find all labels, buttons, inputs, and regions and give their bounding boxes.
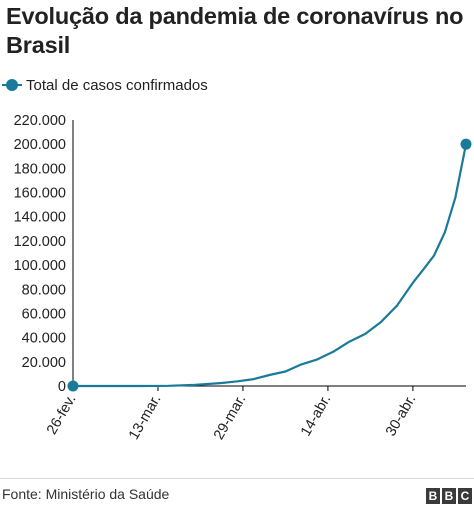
y-tick-label: 60.000 [22, 306, 66, 322]
plot-area [67, 138, 472, 392]
legend-label: Total de casos confirmados [26, 76, 208, 94]
y-tick-label: 100.000 [14, 258, 66, 274]
y-tick-label: 200.000 [14, 137, 66, 153]
logo-letter: C [458, 488, 472, 504]
y-tick-label: 20.000 [22, 355, 66, 371]
y-tick-label: 140.000 [14, 210, 66, 226]
footer-divider [0, 478, 474, 479]
y-tick-label: 160.000 [14, 186, 66, 202]
data-point [67, 380, 79, 392]
bbc-logo: B B C [426, 488, 472, 504]
y-axis: 0 20.000 40.000 60.000 80.000 100.000 120.000 1… [14, 113, 74, 395]
legend: Total de casos confirmados [2, 75, 208, 95]
x-tick-label: 13-mar. [126, 392, 164, 443]
logo-letter: B [426, 488, 440, 504]
x-tick-label: 14-abr. [298, 392, 334, 439]
x-tick-label: 30-abr. [383, 392, 419, 439]
line-chart: 0 20.000 40.000 60.000 80.000 100.000 120.000 1… [14, 113, 472, 443]
y-tick-label: 120.000 [14, 234, 66, 250]
y-tick-label: 0 [58, 379, 66, 395]
series-line [71, 143, 468, 388]
legend-marker-icon [2, 75, 22, 95]
source-note: Fonte: Ministério da Saúde [2, 486, 170, 502]
y-tick-label: 80.000 [22, 282, 66, 298]
y-tick-label: 220.000 [14, 113, 66, 129]
logo-letter: B [442, 488, 456, 504]
x-axis: 26-fev. 13-mar. 29-mar. 14-abr. 30-abr. [44, 385, 466, 443]
x-tick-label: 29-mar. [211, 392, 249, 443]
chart-title: Evolução da pandemia de coronavírus no B… [6, 3, 464, 58]
y-tick-label: 180.000 [14, 161, 66, 177]
y-tick-label: 40.000 [22, 331, 66, 347]
x-tick-label: 26-fev. [44, 392, 79, 437]
data-point [460, 138, 472, 150]
